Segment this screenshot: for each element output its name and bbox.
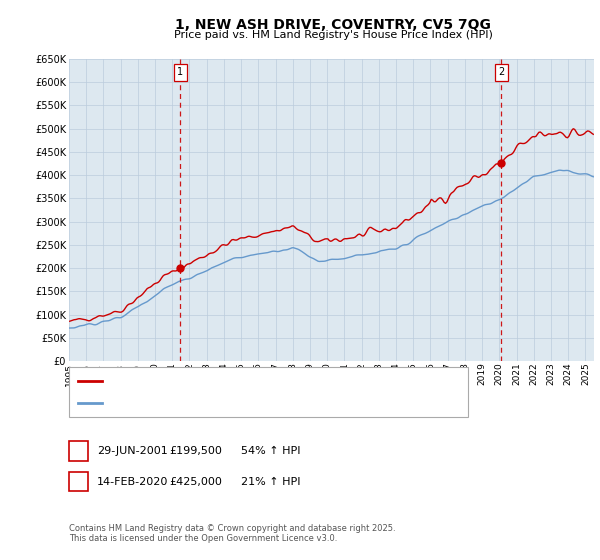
Text: 21% ↑ HPI: 21% ↑ HPI	[241, 477, 301, 487]
Text: 1: 1	[75, 444, 82, 458]
Text: HPI: Average price, detached house, Coventry: HPI: Average price, detached house, Cove…	[106, 398, 347, 408]
Text: 2: 2	[75, 475, 82, 488]
Text: £199,500: £199,500	[169, 446, 222, 456]
Text: 54% ↑ HPI: 54% ↑ HPI	[241, 446, 301, 456]
Text: 14-FEB-2020: 14-FEB-2020	[97, 477, 169, 487]
Text: 2: 2	[499, 67, 505, 77]
Text: 1, NEW ASH DRIVE, COVENTRY, CV5 7QG (detached house): 1, NEW ASH DRIVE, COVENTRY, CV5 7QG (det…	[106, 376, 415, 386]
Text: £425,000: £425,000	[169, 477, 222, 487]
Text: 29-JUN-2001: 29-JUN-2001	[97, 446, 168, 456]
Text: Price paid vs. HM Land Registry's House Price Index (HPI): Price paid vs. HM Land Registry's House …	[173, 30, 493, 40]
Text: 1: 1	[177, 67, 183, 77]
Text: 1, NEW ASH DRIVE, COVENTRY, CV5 7QG: 1, NEW ASH DRIVE, COVENTRY, CV5 7QG	[175, 18, 491, 32]
Text: Contains HM Land Registry data © Crown copyright and database right 2025.
This d: Contains HM Land Registry data © Crown c…	[69, 524, 395, 543]
